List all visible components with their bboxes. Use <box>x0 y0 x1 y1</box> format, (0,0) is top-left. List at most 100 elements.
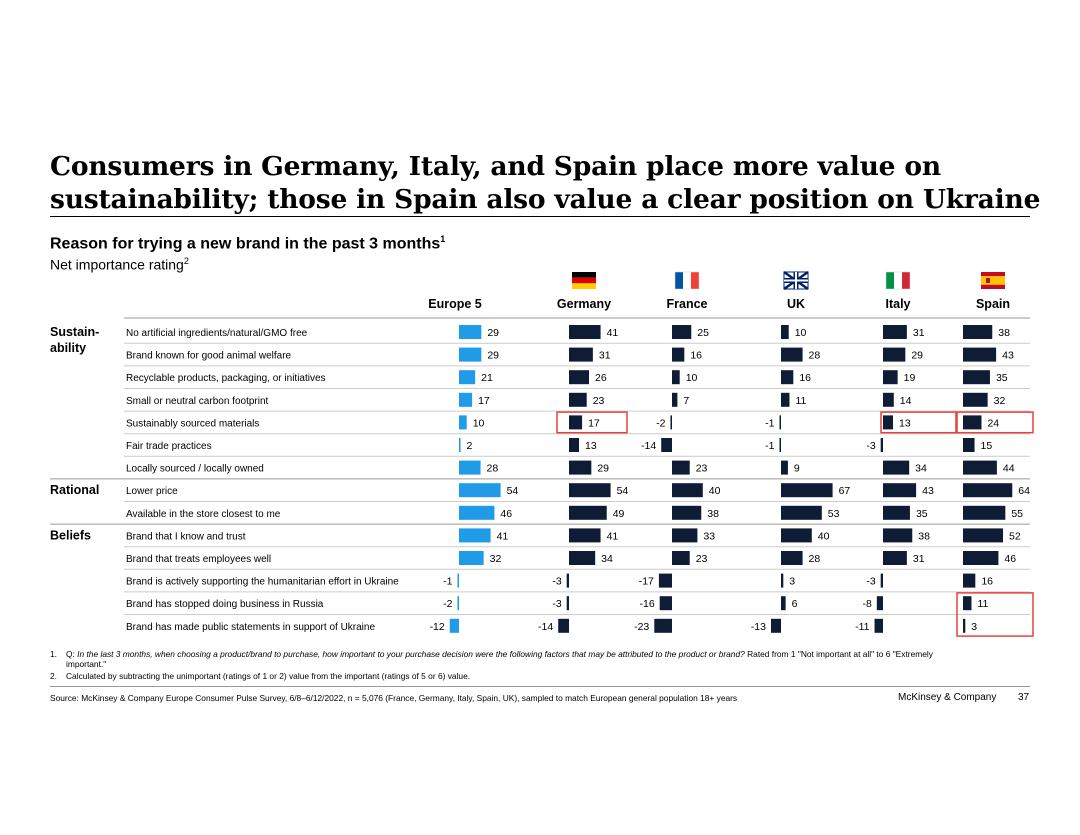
flag-fr-icon-stripe <box>683 272 691 289</box>
flag-es-icon-stripe <box>981 272 1005 277</box>
bar <box>569 438 580 452</box>
data-label: 53 <box>828 508 840 520</box>
title-line-2: sustainability; those in Spain also valu… <box>50 184 1041 215</box>
data-label: 41 <box>607 530 619 542</box>
series-header: Spain <box>976 297 1010 311</box>
title-divider <box>50 216 1030 217</box>
bar <box>566 573 569 588</box>
bar-chart: Sustain-ability Rational Beliefs No artific… <box>50 270 1034 637</box>
bar <box>569 483 611 498</box>
bar <box>672 483 703 498</box>
bar <box>672 325 692 339</box>
bar <box>672 551 690 565</box>
data-label: 54 <box>617 485 629 497</box>
series-header: Italy <box>885 297 910 311</box>
data-label: 11 <box>795 395 806 407</box>
bar <box>459 551 484 565</box>
bar <box>781 460 788 475</box>
flag-es-icon-stripe <box>981 276 1005 285</box>
data-label: 13 <box>585 440 597 452</box>
group-label: ability <box>50 341 86 355</box>
data-label: 67 <box>839 485 851 497</box>
bar <box>963 483 1013 498</box>
bar <box>883 505 910 520</box>
bar <box>963 618 966 633</box>
bar <box>963 460 997 475</box>
data-label: 6 <box>792 598 798 610</box>
data-label: 23 <box>593 395 605 407</box>
data-label: 16 <box>799 372 811 384</box>
data-label: 31 <box>913 553 925 565</box>
bar <box>566 596 569 611</box>
data-label: 35 <box>916 508 928 520</box>
bar <box>963 528 1004 543</box>
data-label: 11 <box>977 598 988 610</box>
bar <box>963 392 988 407</box>
data-label: 17 <box>478 395 490 407</box>
data-label: -16 <box>639 598 654 610</box>
bar <box>459 528 491 543</box>
data-label: -17 <box>639 576 654 588</box>
data-label: 15 <box>981 440 993 452</box>
data-label: 34 <box>601 553 613 565</box>
group-label: Sustain- <box>50 325 99 339</box>
data-label: -3 <box>866 440 875 452</box>
bar <box>963 596 972 611</box>
data-label: 52 <box>1009 530 1021 542</box>
bar <box>459 438 461 452</box>
data-label: -12 <box>430 621 445 633</box>
data-label: 16 <box>690 350 702 362</box>
bar <box>963 415 982 430</box>
category-label: Sustainably sourced materials <box>126 418 259 429</box>
bar <box>781 347 803 362</box>
chart-subtitle-text: Reason for trying a new brand in the pas… <box>50 235 441 253</box>
bar <box>670 415 672 430</box>
data-label: 28 <box>809 350 821 362</box>
data-label: 9 <box>794 463 800 475</box>
bar <box>459 370 476 385</box>
data-label: 29 <box>487 327 499 339</box>
bar <box>883 551 907 565</box>
bar <box>963 505 1006 520</box>
bar <box>569 505 607 520</box>
data-label: 28 <box>487 463 499 475</box>
data-label: 7 <box>683 395 689 407</box>
bar <box>779 438 781 452</box>
bar <box>569 415 583 430</box>
category-label: Lower price <box>126 486 178 497</box>
category-label: Recyclable products, packaging, or initi… <box>126 373 326 384</box>
bar <box>880 438 883 452</box>
bar <box>880 573 883 588</box>
data-label: 24 <box>987 417 999 429</box>
chart-measure-footnote-ref: 2 <box>183 256 189 266</box>
bar <box>781 573 784 588</box>
bar <box>459 505 495 520</box>
flag-it-icon-stripe <box>902 272 910 289</box>
data-label: 49 <box>613 508 625 520</box>
bar <box>558 618 569 633</box>
data-label: 3 <box>971 621 977 633</box>
footnote-2-text: Calculated by subtracting the unimportan… <box>66 671 471 681</box>
category-label: Fair trade practices <box>126 441 212 452</box>
bar <box>781 483 833 498</box>
data-label: 17 <box>588 417 600 429</box>
data-label: 40 <box>709 485 721 497</box>
data-label: 10 <box>473 417 485 429</box>
bar <box>658 573 672 588</box>
category-label: Small or neutral carbon footprint <box>126 396 269 407</box>
data-label: 38 <box>998 327 1010 339</box>
flag-es-icon-emblem <box>986 278 990 283</box>
data-label: 46 <box>500 508 512 520</box>
data-label: 13 <box>899 417 911 429</box>
data-label: -11 <box>855 621 870 633</box>
data-label: 19 <box>904 372 916 384</box>
bar <box>883 347 906 362</box>
bar <box>459 483 501 498</box>
flag-uk-icon-cross-inner <box>784 279 808 282</box>
brand-name: McKinsey & Company <box>898 692 997 703</box>
page-number: 37 <box>1018 692 1030 703</box>
data-label: -14 <box>641 440 656 452</box>
bar <box>672 392 678 407</box>
bar <box>883 483 917 498</box>
data-label: 2 <box>467 440 473 452</box>
